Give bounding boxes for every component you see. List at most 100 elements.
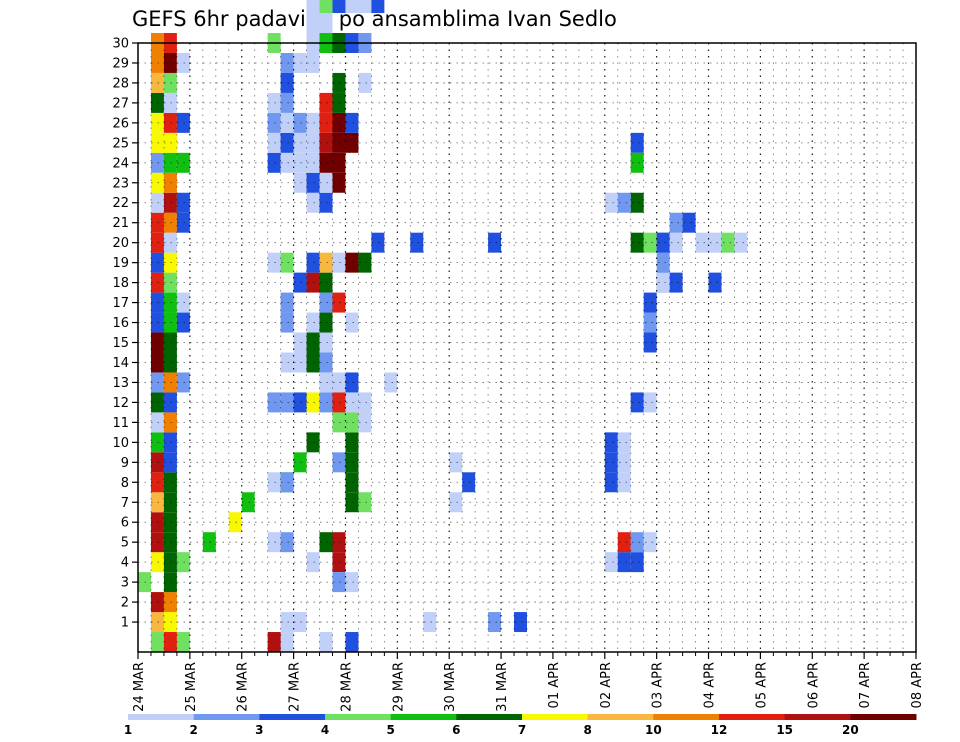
heatmap-cell: [150, 72, 164, 93]
legend-label: 10: [645, 723, 662, 737]
legend-swatch: [390, 714, 457, 720]
heatmap-cell: [319, 352, 333, 373]
heatmap-cell: [163, 92, 177, 113]
heatmap-cell: [319, 192, 333, 213]
heatmap-cell: [163, 572, 177, 593]
heatmap-cell: [332, 252, 346, 273]
heatmap-cell: [150, 292, 164, 313]
y-tick-label: 24: [112, 156, 129, 171]
heatmap-cell: [293, 272, 307, 293]
heatmap-cell: [293, 112, 307, 133]
heatmap-cell: [332, 92, 346, 113]
heatmap-cell: [332, 372, 346, 393]
heatmap-cell: [358, 72, 372, 93]
heatmap-cell: [617, 552, 631, 573]
y-tick-label: 4: [121, 556, 129, 571]
heatmap-cell: [150, 112, 164, 133]
heatmap-cell: [630, 552, 644, 573]
y-tick-label: 9: [121, 456, 129, 471]
heatmap-cell: [280, 112, 294, 133]
y-tick-label: 8: [121, 476, 129, 491]
heatmap-cell: [163, 72, 177, 93]
heatmap-cell: [150, 412, 164, 433]
legend-swatch: [193, 714, 260, 720]
heatmap-cell: [163, 172, 177, 193]
heatmap-cell: [150, 392, 164, 413]
x-axis: 24 MAR 25 MAR 26 MAR 27 MAR 28 MAR 29 MAR 30 M…: [132, 652, 925, 712]
heatmap-cell: [150, 132, 164, 153]
y-tick-label: 20: [112, 236, 129, 251]
heatmap-cell: [163, 512, 177, 533]
heatmap-cell: [630, 232, 644, 253]
heatmap-cell: [332, 532, 346, 553]
heatmap-cell: [150, 272, 164, 293]
legend-label: 20: [842, 723, 859, 737]
heatmap-cell: [332, 132, 346, 153]
y-tick-label: 14: [112, 356, 129, 371]
heatmap-cell: [604, 552, 618, 573]
x-tick-label: 04 APR: [703, 662, 718, 708]
x-tick-label: 06 APR: [806, 662, 821, 708]
heatmap-cell: [150, 512, 164, 533]
heatmap-cell: [345, 472, 359, 493]
heatmap-cell: [332, 72, 346, 93]
heatmap-cell: [163, 612, 177, 633]
heatmap-cell: [163, 192, 177, 213]
x-tick-label: 07 APR: [858, 662, 873, 708]
heatmap-cell: [150, 232, 164, 253]
heatmap-cell: [630, 152, 644, 173]
heatmap-cell: [410, 232, 424, 253]
y-tick-label: 3: [121, 576, 129, 591]
heatmap-cell: [319, 13, 333, 34]
heatmap-cell: [280, 92, 294, 113]
heatmap-cell: [267, 392, 281, 413]
x-tick-label: 31 MAR: [495, 662, 510, 712]
legend-label: 12: [711, 723, 728, 737]
heatmap-cell: [150, 352, 164, 373]
heatmap-cell: [163, 232, 177, 253]
heatmap-cell: [176, 292, 190, 313]
heatmap-cell: [306, 432, 320, 453]
heatmap-cell: [514, 612, 527, 633]
heatmap-cell: [280, 52, 294, 73]
y-tick-label: 10: [112, 436, 129, 451]
heatmap-cell: [332, 152, 346, 173]
heatmap-cell: [669, 272, 683, 293]
heatmap-cell: [176, 212, 190, 233]
heatmap-cell: [150, 612, 164, 633]
legend-label: 1: [124, 723, 132, 737]
heatmap-cell: [150, 172, 164, 193]
heatmap-cell: [280, 352, 294, 373]
legend-swatch: [719, 714, 786, 720]
heatmap-cell: [319, 632, 333, 652]
heatmap-cell: [488, 232, 502, 253]
heatmap-cell: [345, 412, 359, 433]
heatmap-cell: [617, 432, 631, 453]
y-tick-label: 30: [112, 37, 129, 52]
heatmap-cell: [734, 232, 748, 253]
heatmap-cell: [267, 472, 281, 493]
heatmap-cell: [163, 432, 177, 453]
heatmap-cell: [345, 112, 359, 133]
x-tick-label: 24 MAR: [132, 662, 147, 712]
heatmap-cell: [656, 272, 670, 293]
heatmap-cell: [306, 112, 320, 133]
heatmap-cell: [176, 192, 190, 213]
heatmap-cell: [358, 412, 372, 433]
heatmap-cell: [150, 452, 164, 473]
x-tick-label: 28 MAR: [339, 662, 354, 712]
heatmap-cell: [267, 132, 281, 153]
legend-label: 5: [386, 723, 394, 737]
heatmap-cell: [267, 252, 281, 273]
y-tick-label: 16: [112, 316, 129, 331]
heatmap-cell: [163, 272, 177, 293]
legend-swatch: [587, 714, 654, 720]
heatmap-cell: [319, 372, 333, 393]
heatmap-cell: [150, 472, 164, 493]
heatmap-cell: [371, 0, 385, 14]
y-axis: 1234567891011121314151617181920212223242…: [112, 37, 138, 631]
heatmap-cell: [293, 132, 307, 153]
heatmap-cell: [708, 272, 722, 293]
legend-swatch: [522, 714, 589, 720]
